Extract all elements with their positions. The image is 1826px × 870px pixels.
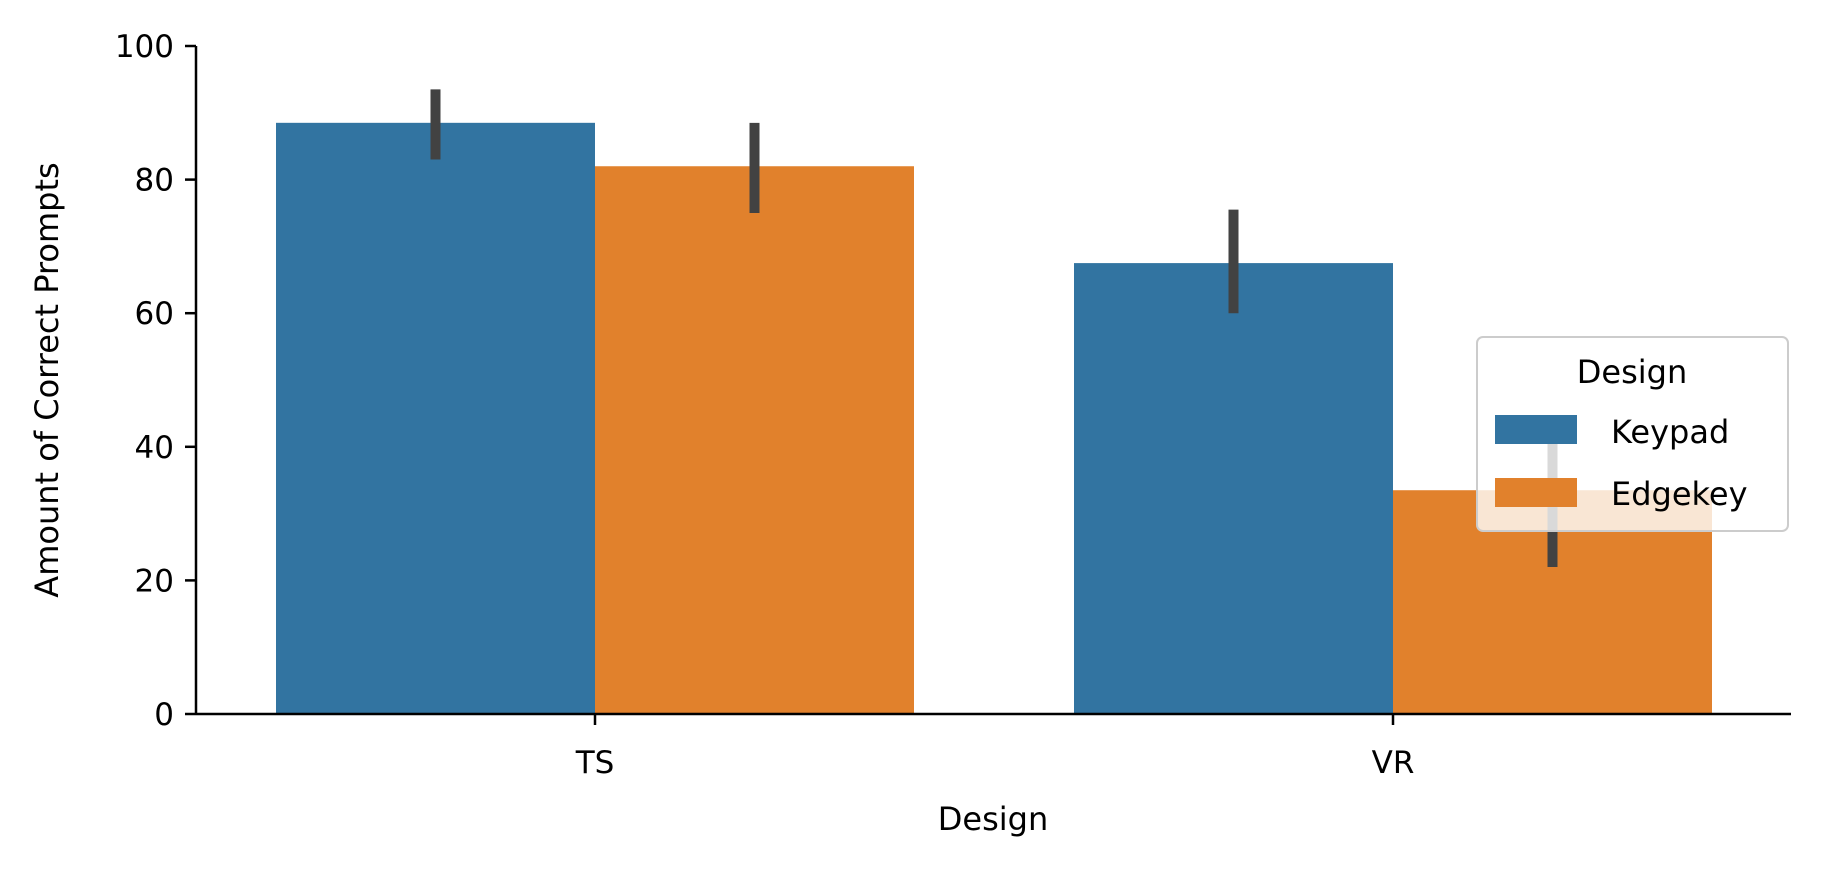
y-tick-label: 40 bbox=[135, 430, 174, 466]
legend: Design Keypad Edgekey bbox=[1476, 336, 1789, 532]
legend-swatch-edgekey bbox=[1495, 478, 1577, 507]
legend-swatch-keypad bbox=[1495, 415, 1577, 444]
legend-label-keypad: Keypad bbox=[1611, 413, 1729, 451]
y-ticks-layer: 0 20 40 60 80 100 bbox=[115, 29, 196, 733]
y-tick-label: 0 bbox=[154, 697, 174, 733]
x-tick-label-ts: TS bbox=[575, 745, 615, 781]
y-tick-label: 100 bbox=[115, 29, 174, 65]
bar-vr-keypad bbox=[1074, 263, 1393, 714]
bar-ts-edgekey bbox=[595, 166, 914, 715]
x-axis-label: Design bbox=[938, 800, 1048, 838]
y-axis-label: Amount of Correct Prompts bbox=[28, 162, 66, 597]
legend-label-edgekey: Edgekey bbox=[1611, 475, 1748, 513]
axes-layer bbox=[194, 46, 1791, 716]
y-tick-label: 80 bbox=[135, 163, 174, 199]
legend-title: Design bbox=[1577, 353, 1687, 391]
y-tick-label: 60 bbox=[135, 296, 174, 332]
y-tick-label: 20 bbox=[135, 563, 174, 599]
bar-ts-keypad bbox=[276, 122, 595, 714]
x-tick-label-vr: VR bbox=[1372, 745, 1415, 781]
x-ticks-layer: TS VR bbox=[575, 714, 1415, 781]
